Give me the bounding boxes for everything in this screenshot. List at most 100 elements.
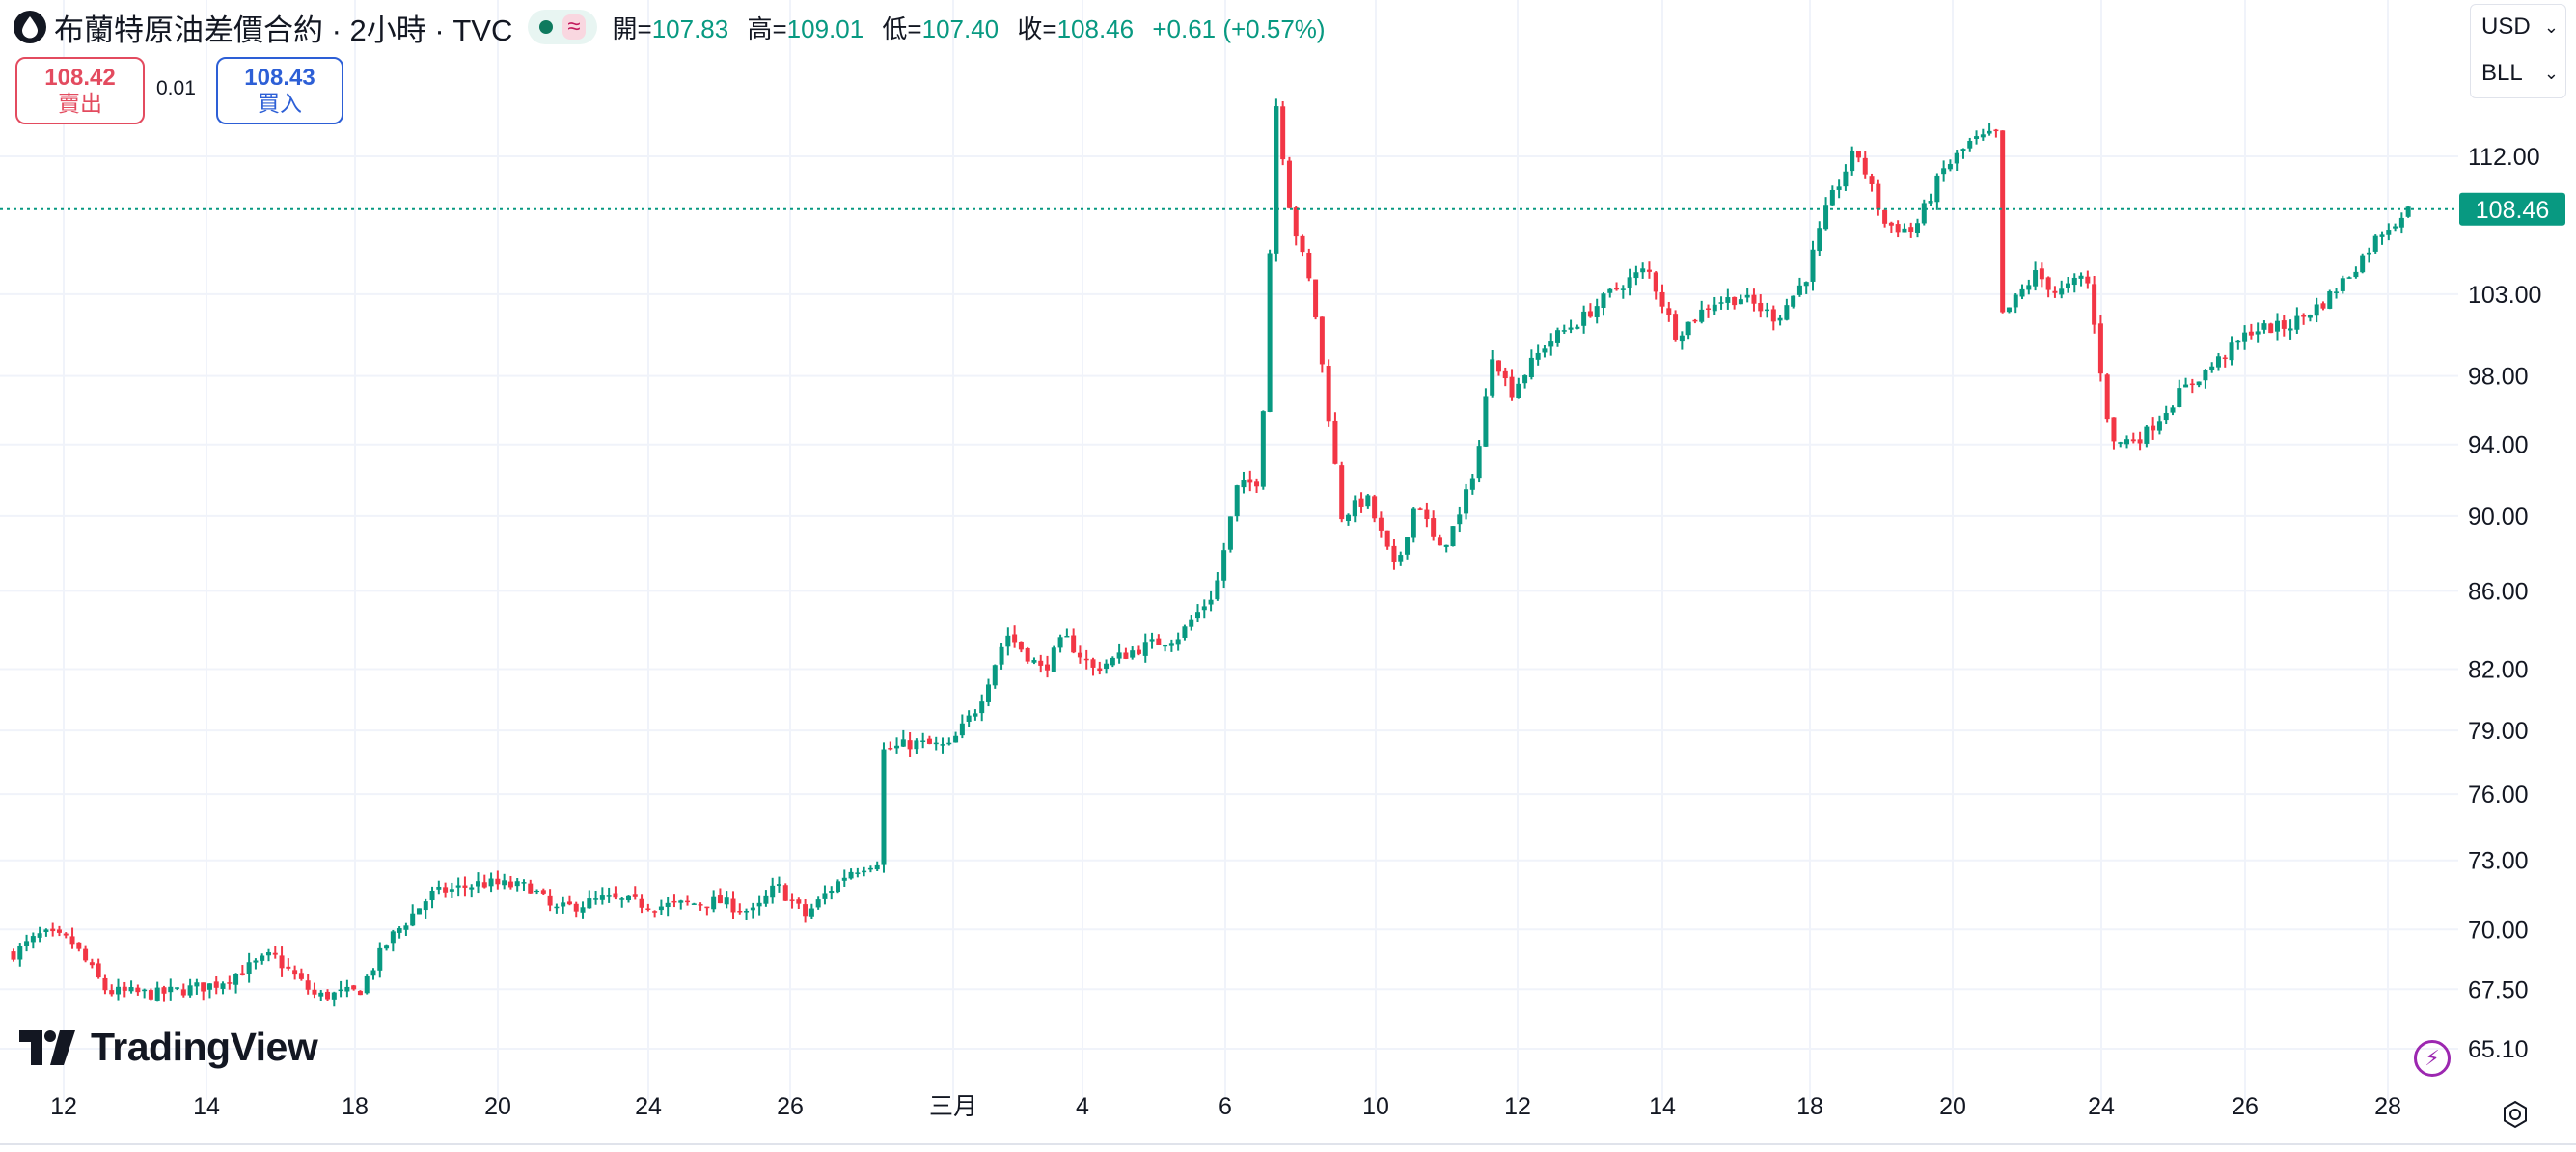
symbol-title[interactable]: 布蘭特原油差價合約 · 2小時 · TVC — [54, 13, 513, 47]
candle-body — [194, 982, 200, 987]
candle-body — [1260, 411, 1266, 487]
candle-body — [410, 913, 416, 926]
candle-body — [1718, 302, 1724, 304]
candle-body — [1300, 235, 1305, 253]
candle-body — [698, 904, 703, 906]
candle-body — [1509, 376, 1515, 398]
candle-body — [514, 881, 520, 887]
price-tick-label: 112.00 — [2468, 144, 2540, 171]
low-value: 107.40 — [921, 14, 1000, 43]
candle-body — [2065, 283, 2070, 288]
time-tick-label: 20 — [484, 1093, 511, 1120]
currency-select[interactable]: USD ⌄ — [2474, 8, 2566, 46]
candle-body — [1633, 272, 1639, 279]
candle-body — [554, 906, 560, 909]
candle-body — [2170, 407, 2176, 413]
time-tick-label: 12 — [1504, 1093, 1531, 1120]
chart-settings-icon[interactable] — [2501, 1100, 2530, 1129]
candle-body — [1437, 537, 1442, 546]
candle-body — [2118, 442, 2124, 444]
candle-body — [822, 893, 828, 899]
candle-body — [744, 911, 750, 913]
candle-body — [613, 893, 618, 898]
close-value: 108.46 — [1056, 14, 1135, 43]
candle-body — [1843, 171, 1849, 187]
candle-body — [462, 885, 468, 888]
candle-body — [56, 929, 62, 933]
candle-body — [933, 742, 939, 745]
candle-body — [1712, 304, 1717, 312]
tradingview-logo[interactable]: TradingView — [19, 1025, 318, 1070]
candle-body — [260, 955, 265, 961]
candles — [11, 98, 2411, 1007]
market-status-pill[interactable]: ≈ — [528, 10, 597, 44]
candle-body — [1954, 152, 1959, 164]
candle-body — [312, 989, 317, 995]
candle-body — [855, 872, 861, 874]
time-tick-label: 18 — [1796, 1093, 1823, 1120]
candle-body — [1057, 637, 1063, 648]
candle-body — [2085, 276, 2091, 284]
candle-body — [900, 739, 906, 747]
candle-body — [1659, 291, 1665, 307]
candle-body — [2366, 252, 2371, 255]
candle-body — [206, 983, 212, 990]
candle-body — [580, 907, 586, 913]
candle-body — [1247, 479, 1253, 483]
unit-select[interactable]: BLL ⌄ — [2474, 54, 2566, 93]
candle-body — [1267, 253, 1273, 412]
candle-body — [1280, 106, 1286, 160]
candle-body — [1208, 599, 1214, 605]
candle-body — [1071, 635, 1077, 653]
candle-body — [1018, 641, 1024, 650]
candle-body — [1784, 305, 1790, 320]
candle-body — [403, 925, 409, 930]
candle-body — [665, 902, 671, 907]
price-tick-label: 103.00 — [2468, 282, 2541, 309]
time-tick-label: 三月 — [929, 1093, 977, 1120]
candle-body — [180, 989, 186, 996]
candle-body — [455, 885, 461, 888]
candle-body — [920, 740, 926, 742]
candle-body — [2137, 439, 2143, 444]
candle-body — [201, 982, 206, 992]
candle-body — [1666, 308, 1672, 315]
candle-body — [2340, 278, 2345, 291]
candle-body — [973, 713, 978, 717]
candle-body — [30, 936, 36, 943]
candle-body — [502, 880, 507, 886]
candle-body — [1274, 106, 1279, 254]
sell-button[interactable]: 108.42 賣出 — [15, 57, 145, 124]
candle-body — [2307, 315, 2313, 318]
candle-body — [1796, 285, 1802, 295]
candle-body — [1431, 518, 1437, 537]
candle-body — [2327, 291, 2333, 309]
lightning-icon[interactable]: ⚡ — [2414, 1040, 2451, 1077]
candle-body — [540, 890, 546, 894]
candle-body — [1424, 509, 1430, 520]
time-tick-label: 18 — [342, 1093, 369, 1120]
candle-body — [815, 899, 821, 908]
candle-body — [1732, 296, 1738, 306]
candle-body — [1744, 294, 1750, 298]
candle-body — [1679, 335, 1685, 342]
last-price-badge[interactable] — [2459, 192, 2565, 226]
candle-body — [652, 911, 658, 913]
candle-body — [829, 891, 835, 894]
candle-body — [1417, 508, 1423, 510]
candle-body — [2019, 288, 2025, 297]
candle-body — [1640, 268, 1646, 273]
candle-body — [1391, 545, 1397, 562]
buy-button[interactable]: 108.43 買入 — [216, 57, 343, 124]
candle-body — [102, 977, 108, 991]
candle-body — [2268, 323, 2274, 334]
candle-body — [1175, 639, 1181, 645]
candle-body — [2372, 235, 2378, 252]
price-tick-label: 76.00 — [2468, 782, 2529, 809]
candle-body — [1646, 269, 1652, 272]
candle-body — [2288, 328, 2293, 331]
candle-body — [2301, 315, 2307, 317]
chevron-down-icon: ⌄ — [2543, 63, 2559, 83]
candle-body — [1542, 348, 1548, 353]
